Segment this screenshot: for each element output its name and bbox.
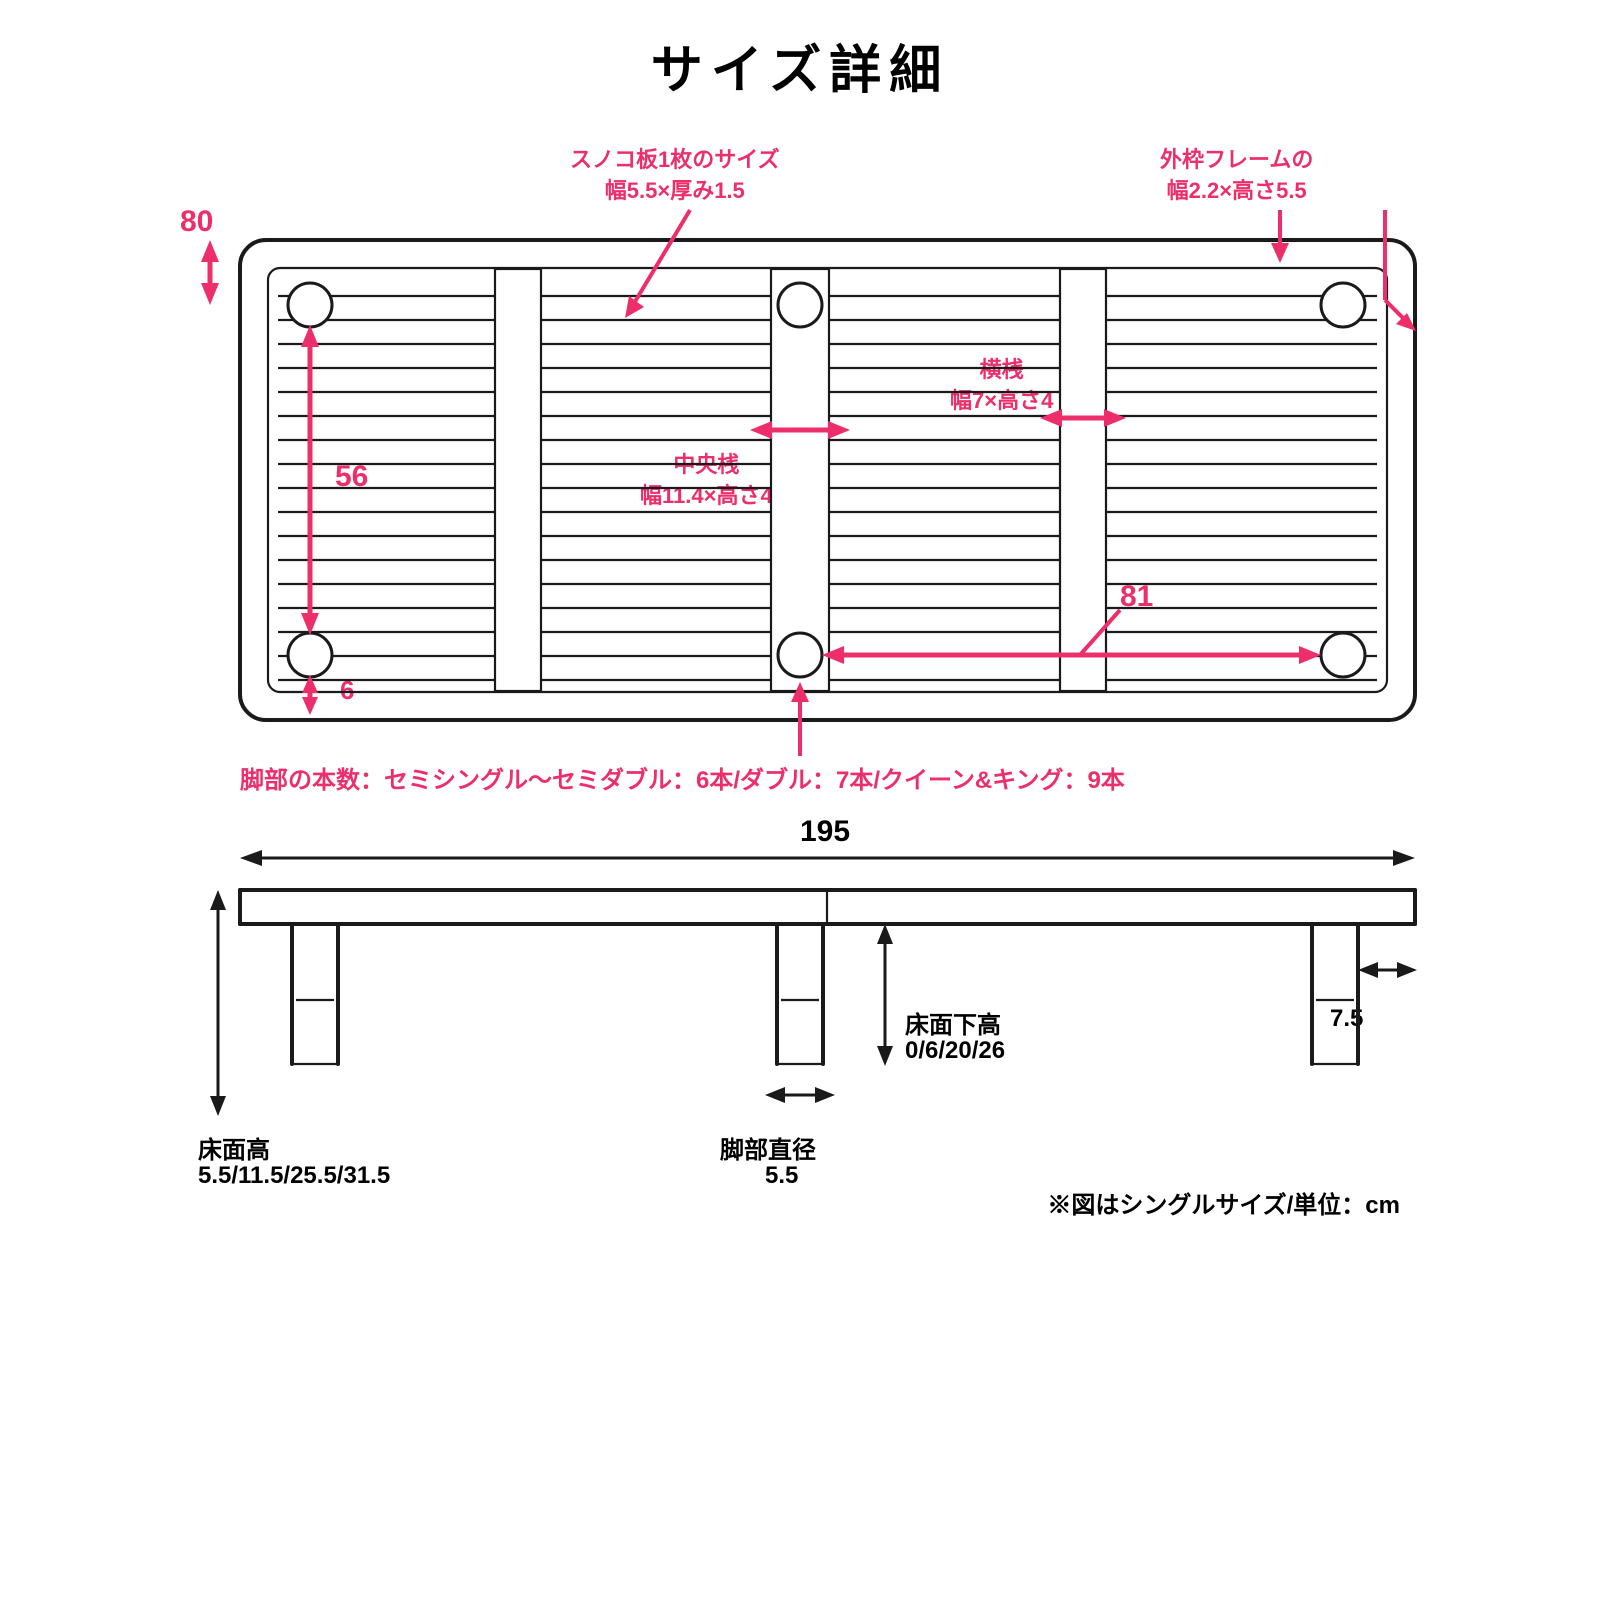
dim-56 [301,325,319,635]
dim-floor-height [210,890,226,1116]
diagram-svg [160,0,1440,1280]
callout-arrows [625,210,1416,756]
side-view-legs [292,924,1358,1064]
dim-under-floor [877,924,893,1066]
dim-80 [201,240,219,305]
dim-leg-diameter [765,1087,835,1103]
dim-195 [240,850,1415,866]
rails [495,269,1106,691]
diagram-stage: サイズ詳細 スノコ板1枚のサイズ 幅5.5×厚み1.5 外枠フレームの 幅2.2… [160,0,1440,1280]
side-view-board [240,890,1415,924]
dim-leg-inset [1358,962,1417,978]
